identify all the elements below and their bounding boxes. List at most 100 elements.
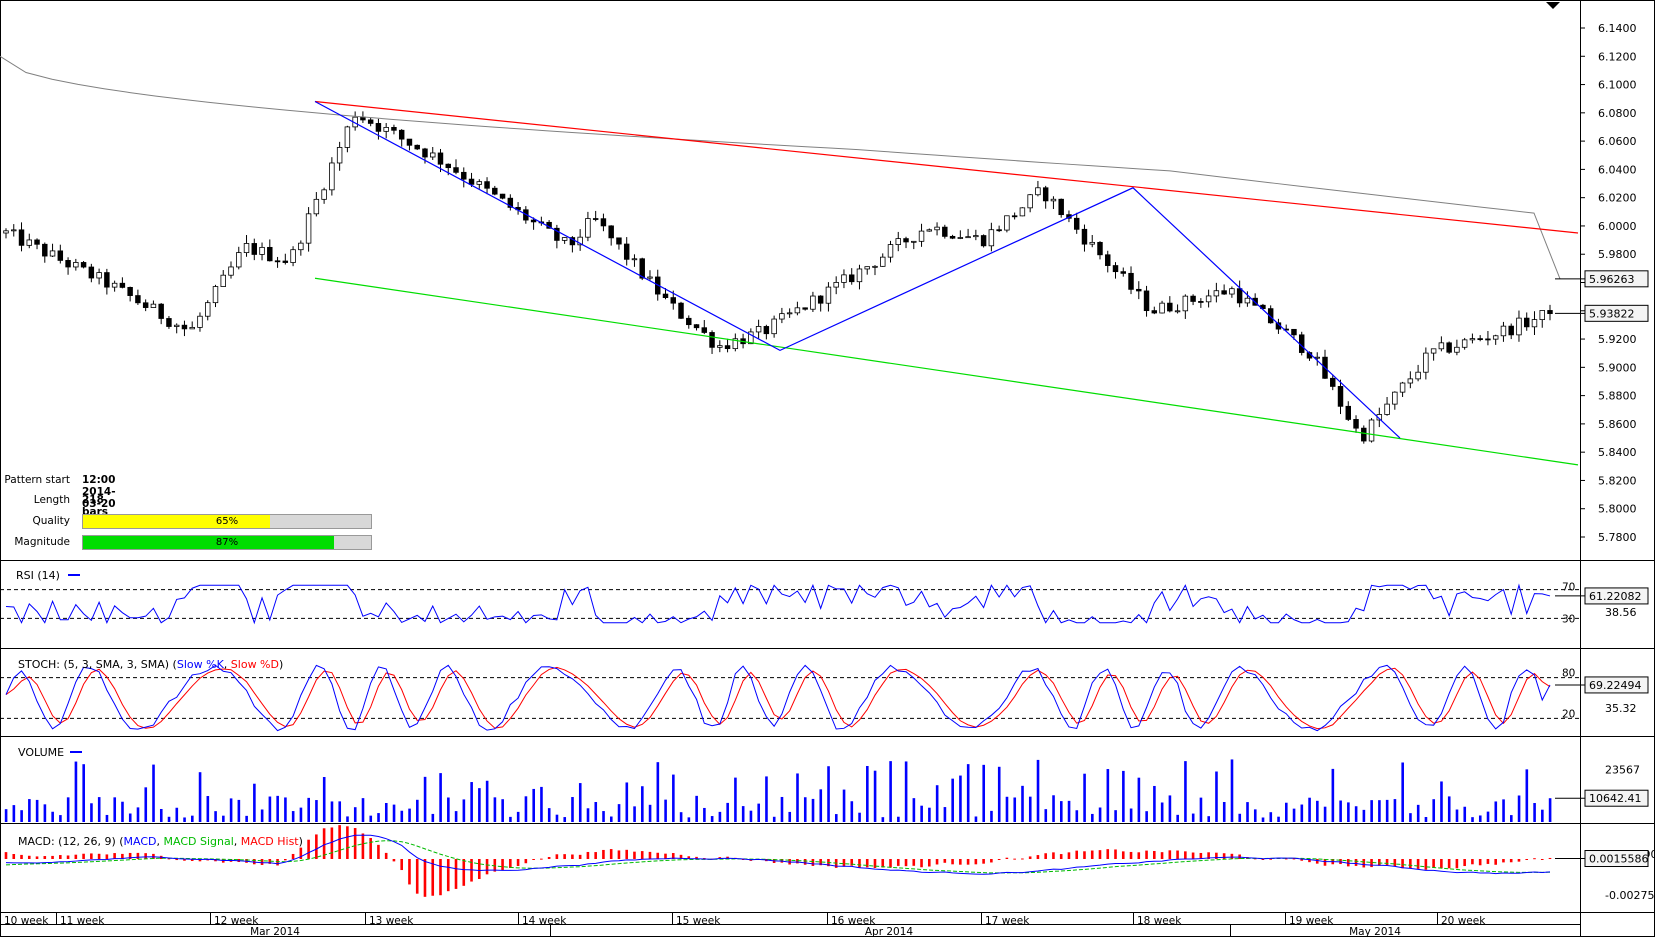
candle-down <box>158 303 164 319</box>
candle-up <box>732 338 739 350</box>
quality-label: Quality <box>32 515 70 527</box>
macd-hist-bar <box>1292 858 1296 860</box>
candle-up <box>1050 198 1057 202</box>
stoch-k-line <box>5 664 1551 732</box>
macd-hist-bar <box>59 855 62 859</box>
candle-down <box>422 148 428 158</box>
candle-down <box>1221 290 1227 295</box>
macd-hist-bar <box>1284 858 1288 860</box>
volume-bar <box>66 797 70 822</box>
candle-up <box>1392 391 1398 405</box>
volume-bar <box>1122 770 1125 822</box>
macd-hist-bar <box>1005 857 1009 859</box>
candle-up <box>1205 295 1212 303</box>
macd-hist-bar <box>1440 859 1443 869</box>
volume-bar <box>470 782 473 822</box>
volume-bar <box>920 805 923 822</box>
candle-down <box>623 243 630 260</box>
volume-bar <box>214 811 217 822</box>
candle-down <box>686 317 692 326</box>
macd-hist-bar <box>1370 859 1373 868</box>
macd-hist-bar <box>578 854 582 859</box>
candle-down <box>1073 217 1080 230</box>
macd-hist-bar <box>912 859 916 866</box>
candle-down <box>282 260 289 263</box>
macd-hist-bar <box>982 859 985 864</box>
volume-bar <box>1184 761 1187 822</box>
macd-hist-bar <box>121 853 124 859</box>
candle-down <box>1081 228 1088 245</box>
macd-hist-bar <box>315 834 318 859</box>
macd-hist-bar <box>439 859 442 896</box>
macd-hist-bar <box>1486 859 1490 864</box>
candle-down <box>802 307 808 310</box>
volume-bar <box>982 764 986 822</box>
candle-up <box>841 274 847 283</box>
candle-up <box>197 315 203 328</box>
week-label: 20 week <box>1441 915 1486 927</box>
volume-bar <box>253 783 256 822</box>
volume-bar <box>687 817 691 822</box>
macd-hist-bar <box>640 851 644 859</box>
candle-down <box>367 119 374 124</box>
candle-up <box>336 147 343 164</box>
macd-hist-bar <box>959 859 962 865</box>
macd-hist-bar <box>865 859 869 868</box>
candle-down <box>1128 272 1134 290</box>
volume-bar <box>97 797 101 822</box>
macd-hist-bar <box>175 859 178 861</box>
macd-hist-bar <box>1028 856 1032 859</box>
quality-bar-fill <box>83 515 271 528</box>
candle-down <box>1485 338 1491 341</box>
candle-up <box>26 239 33 246</box>
macd-hist-bar <box>1269 858 1272 860</box>
candle-up <box>298 242 304 251</box>
week-label: 15 week <box>676 915 721 927</box>
volume-bar <box>1222 802 1226 822</box>
macd-hist-bar <box>198 859 202 862</box>
candle-down <box>1058 198 1064 216</box>
macd-hist-bar <box>51 855 54 859</box>
resistance-line <box>314 100 1579 234</box>
candle-down <box>461 171 467 180</box>
volume-tick: 23567 <box>1605 763 1640 776</box>
candle-down <box>903 238 909 243</box>
candle-up <box>631 258 638 261</box>
candle-down <box>701 327 708 333</box>
month-label: Mar 2014 <box>250 926 300 937</box>
price-tick-label: 6.1200 <box>1598 50 1637 63</box>
ma-value-label: 5.96263 <box>1589 273 1635 286</box>
candle-up <box>887 244 894 258</box>
price-tick-label: 6.1000 <box>1598 79 1637 92</box>
volume-bar <box>710 816 714 822</box>
volume-bar <box>757 803 761 822</box>
volume-bar <box>105 814 109 822</box>
rsi-label: RSI (14) <box>16 569 60 582</box>
volume-bar <box>90 803 93 822</box>
volume-bar <box>997 766 1001 822</box>
volume-bar <box>1471 817 1474 822</box>
volume-bar <box>1548 798 1552 822</box>
candle-up <box>585 218 591 238</box>
macd-hist-bar <box>896 859 900 866</box>
macd-hist-bar <box>377 844 380 859</box>
volume-bar <box>1409 813 1412 822</box>
macd-hist-bar <box>1230 853 1234 859</box>
volume-bar <box>20 810 23 822</box>
macd-hist-bar <box>392 859 396 862</box>
length-label: Length <box>33 494 70 506</box>
candle-down <box>181 324 188 330</box>
volume-bar <box>299 807 303 822</box>
candle-down <box>398 129 405 140</box>
candle-down <box>507 197 514 208</box>
rsi-current-label: 61.22082 <box>1589 590 1642 603</box>
candle-up <box>220 274 226 287</box>
candle-down <box>608 225 614 239</box>
macd-hist-bar <box>1525 859 1529 860</box>
candle-up <box>1492 335 1499 340</box>
candle-up <box>1407 378 1414 384</box>
volume-bar <box>1153 785 1156 822</box>
macd-hist-bar <box>1447 859 1451 869</box>
candle-down <box>414 144 420 150</box>
